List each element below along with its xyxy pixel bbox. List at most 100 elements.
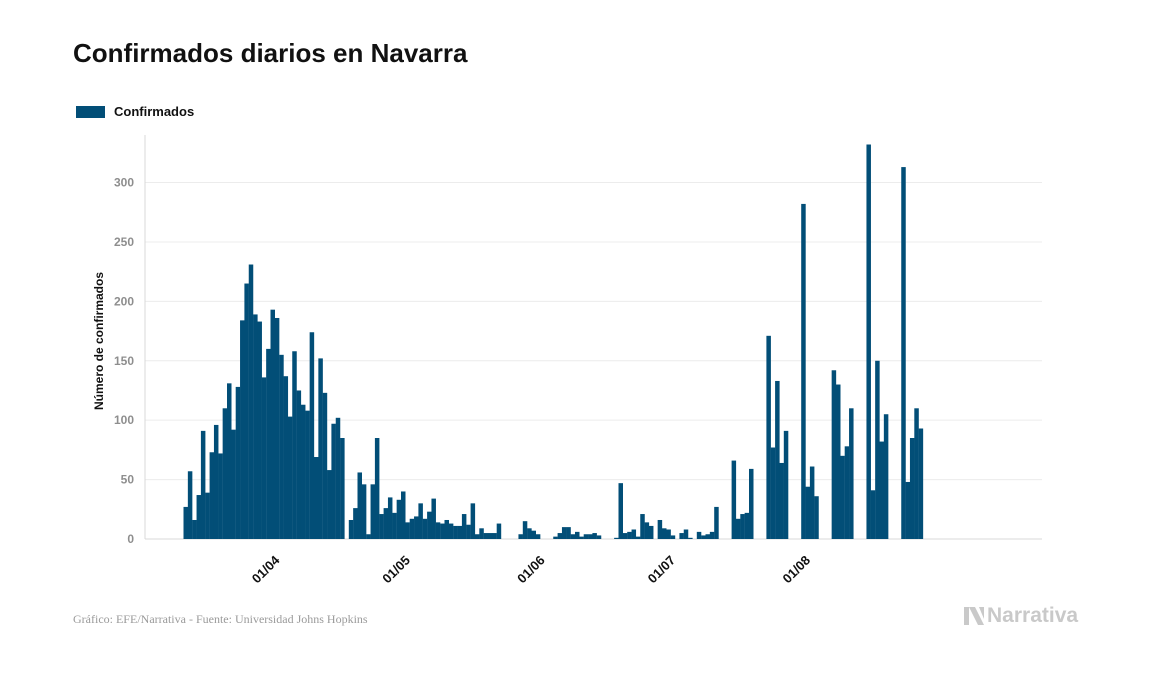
bar (583, 534, 589, 539)
bar (457, 525, 463, 539)
source-note: Gráfico: EFE/Narrativa - Fuente: Univers… (73, 612, 368, 626)
bar (327, 470, 332, 539)
bar (240, 320, 245, 539)
bar (831, 370, 837, 539)
bar (709, 531, 715, 539)
bar (779, 462, 784, 539)
bar (644, 522, 650, 539)
bar (714, 506, 719, 539)
x-tick-label: 01/07 (645, 553, 679, 587)
bar (287, 416, 293, 539)
bar (570, 534, 576, 539)
bar (353, 508, 358, 539)
bar (614, 537, 619, 539)
bar (200, 430, 206, 539)
bar (392, 512, 397, 539)
bar (561, 527, 567, 539)
bar (683, 529, 689, 539)
bar (701, 535, 706, 539)
bar (840, 455, 845, 539)
y-tick-label: 250 (114, 235, 134, 249)
bar (453, 525, 458, 539)
bar (370, 484, 376, 539)
bar (357, 472, 362, 539)
bar (749, 468, 754, 539)
bar (461, 514, 467, 539)
bar (883, 414, 889, 539)
bar (914, 408, 919, 539)
bar (266, 348, 271, 539)
bar (227, 383, 232, 539)
legend: Confirmados (76, 104, 194, 119)
brand: Narrativa (964, 604, 1078, 628)
bar (596, 535, 602, 539)
y-tick-label: 0 (127, 532, 134, 546)
bar (666, 529, 671, 539)
bar (522, 521, 528, 539)
bar (213, 424, 219, 539)
bar (622, 533, 628, 539)
bar (444, 519, 449, 539)
bar (431, 498, 436, 539)
bar (670, 535, 676, 539)
bar (335, 417, 341, 539)
bar (531, 530, 536, 539)
bar (296, 390, 302, 539)
bar (300, 404, 306, 539)
bar (366, 534, 371, 539)
bar (253, 314, 258, 539)
y-tick-label: 300 (114, 176, 134, 190)
bar (836, 384, 841, 539)
bar (496, 523, 502, 539)
bar (374, 438, 380, 539)
bar (648, 525, 654, 539)
bar (879, 441, 884, 539)
bar (566, 527, 571, 539)
bar (783, 430, 789, 539)
bar (248, 264, 254, 539)
bar (535, 534, 541, 539)
bar (396, 499, 402, 539)
bar (192, 519, 197, 539)
bar (588, 534, 593, 539)
bar (901, 167, 906, 540)
bar (814, 496, 819, 539)
bar (657, 519, 663, 539)
bar (414, 516, 419, 539)
bar (279, 354, 284, 539)
bar (705, 534, 710, 539)
bar (731, 460, 737, 539)
bar (474, 534, 480, 539)
bar (770, 447, 776, 539)
bar (518, 534, 523, 539)
bar (466, 524, 471, 539)
bar (527, 528, 532, 539)
bar (866, 144, 871, 539)
narrativa-logo-icon (964, 607, 984, 625)
bar (261, 377, 267, 539)
bar (309, 332, 315, 539)
bar (679, 533, 684, 539)
bar (849, 408, 854, 539)
bar (918, 428, 924, 539)
bar (322, 392, 328, 539)
chart-title: Confirmados diarios en Navarra (73, 38, 468, 68)
bar (592, 533, 597, 539)
bar (844, 446, 850, 539)
bar (635, 536, 641, 539)
bar (409, 518, 415, 539)
bar (483, 533, 489, 539)
bar (427, 511, 432, 539)
bar (688, 537, 693, 539)
bar (448, 523, 454, 539)
brand-name: Narrativa (987, 604, 1079, 627)
bar (379, 514, 384, 539)
bar (244, 283, 249, 539)
bar (218, 453, 223, 539)
bar (870, 490, 876, 539)
bar (196, 495, 202, 539)
bar (222, 408, 228, 539)
bar (361, 484, 367, 539)
bar (488, 533, 493, 539)
bar (283, 376, 289, 539)
